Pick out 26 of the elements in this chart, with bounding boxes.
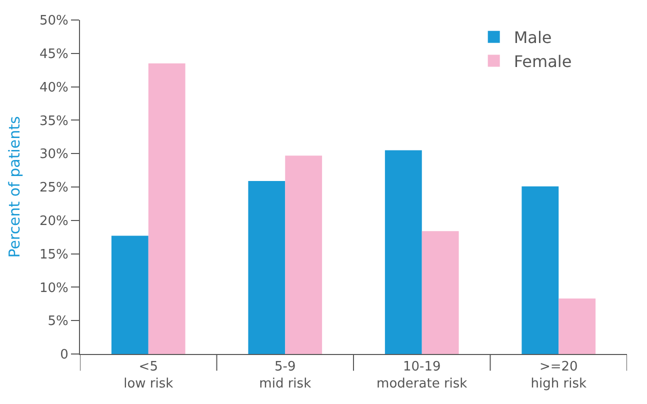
bar [248,180,286,354]
x-tick-label: 10-19 moderate risk [376,360,468,392]
legend-label: Female [514,52,572,71]
legend-label: Male [514,28,552,48]
x-tick-label: 5-9 mid risk [259,360,312,392]
bar [148,63,186,354]
y-tick-label: 20% [39,214,68,229]
y-tick-label: 45% [39,46,68,62]
y-tick-label: 35% [39,114,68,129]
bar [522,186,559,354]
y-tick-label: 10% [39,280,68,296]
y-tick-label: 30% [39,147,68,162]
bar [111,236,148,354]
y-tick-label: 0 [60,348,68,363]
x-tick-label: >=20 high risk [530,360,587,392]
y-tick-label: 40% [39,80,68,96]
bar [384,150,422,354]
x-tick-label: <5 low risk [124,360,174,392]
bar [558,298,596,354]
y-tick-label: 25% [39,180,68,196]
y-tick-label: 50% [39,14,68,29]
y-axis-title: Percent of patients [6,116,24,258]
y-tick-label: 15% [39,247,68,262]
y-tick-label: 5% [48,314,68,330]
bar [285,156,322,354]
bar [422,231,459,354]
